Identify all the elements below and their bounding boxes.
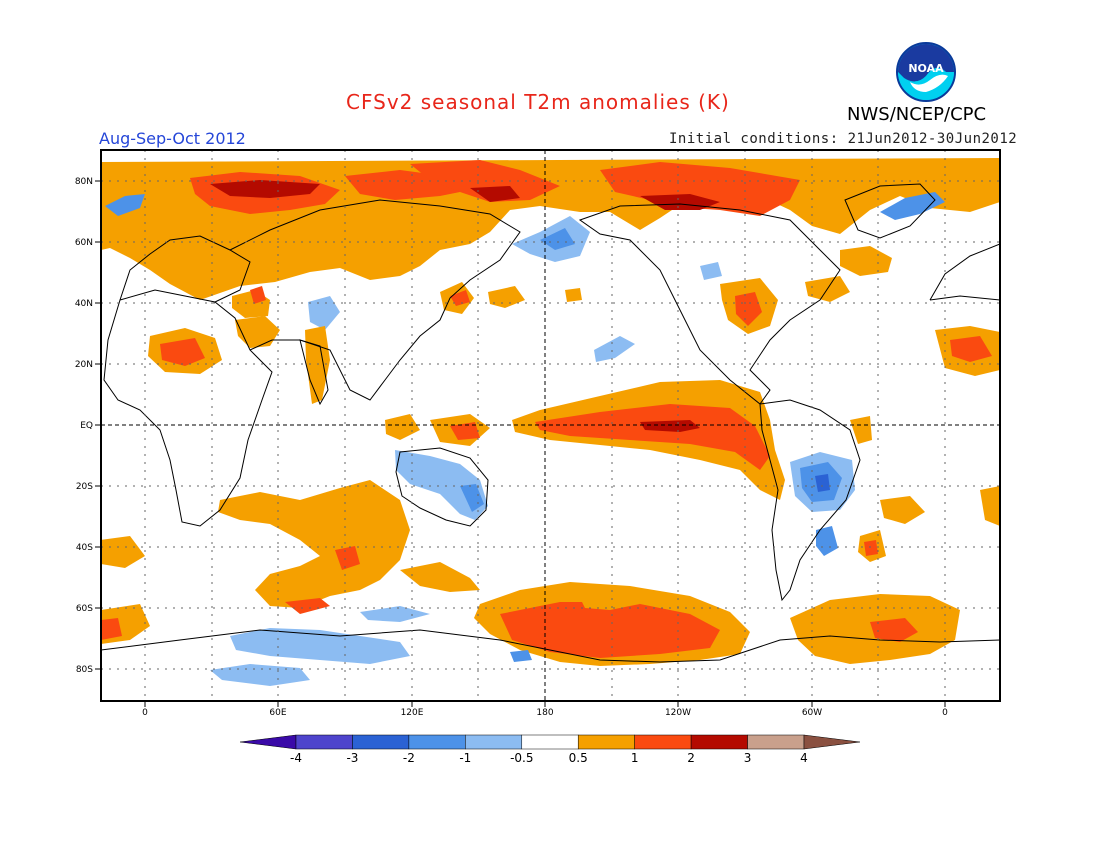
- lon-label-0-left: 0: [142, 708, 148, 718]
- colorbar-swatch: [747, 734, 805, 750]
- colorbar-swatch: [408, 734, 466, 750]
- colorbar-arrow-low: [239, 734, 297, 750]
- lon-label-0-right: 0: [942, 708, 948, 718]
- coastlines: [101, 183, 1000, 663]
- lon-label-120e: 120E: [401, 708, 424, 718]
- colorbar-label: 4: [800, 751, 808, 765]
- equator-dateline: [101, 150, 1000, 701]
- colorbar: -4 -3 -2 -1 -0.5 0.5 1 2 3 4: [239, 734, 861, 765]
- lat-label-60n: 60N: [75, 238, 93, 248]
- colorbar-label: -1: [459, 751, 471, 765]
- colorbar-label: 2: [687, 751, 695, 765]
- lat-label-80n: 80N: [75, 177, 93, 187]
- lat-label-80s: 80S: [76, 665, 93, 675]
- svg-text:NOAA: NOAA: [908, 62, 944, 75]
- lon-label-120w: 120W: [665, 708, 691, 718]
- agency-label: NWS/NCEP/CPC: [847, 104, 987, 125]
- initial-conditions: Initial conditions: 21Jun2012-30Jun2012: [669, 131, 1018, 147]
- lat-label-60s: 60S: [76, 604, 93, 614]
- colorbar-label: -3: [346, 751, 358, 765]
- lat-label-40n: 40N: [75, 299, 93, 309]
- colorbar-swatch: [465, 734, 523, 750]
- colorbar-label: 1: [631, 751, 639, 765]
- colorbar-label: -0.5: [510, 751, 533, 765]
- map-title: CFSv2 seasonal T2m anomalies (K): [346, 90, 730, 114]
- lat-label-20n: 20N: [75, 360, 93, 370]
- graticule: [101, 150, 1000, 701]
- colorbar-label: -4: [290, 751, 302, 765]
- lon-label-60w: 60W: [802, 708, 822, 718]
- colorbar-swatch: [690, 734, 748, 750]
- colorbar-swatch: [521, 734, 579, 750]
- colorbar-swatch: [295, 734, 353, 750]
- colorbar-swatch: [577, 734, 635, 750]
- colorbar-arrow-high: [803, 734, 861, 750]
- lat-label-20s: 20S: [76, 482, 93, 492]
- lon-label-180: 180: [536, 708, 553, 718]
- colorbar-label: 3: [744, 751, 752, 765]
- colorbar-label: -2: [403, 751, 415, 765]
- forecast-period: Aug-Sep-Oct 2012: [99, 129, 246, 148]
- lat-label-eq: EQ: [80, 421, 93, 431]
- noaa-logo-icon: NOAA: [896, 42, 956, 102]
- lon-label-60e: 60E: [269, 708, 286, 718]
- colorbar-swatch: [352, 734, 410, 750]
- colorbar-swatch: [634, 734, 692, 750]
- colorbar-label: 0.5: [569, 751, 588, 765]
- lat-label-40s: 40S: [76, 543, 93, 553]
